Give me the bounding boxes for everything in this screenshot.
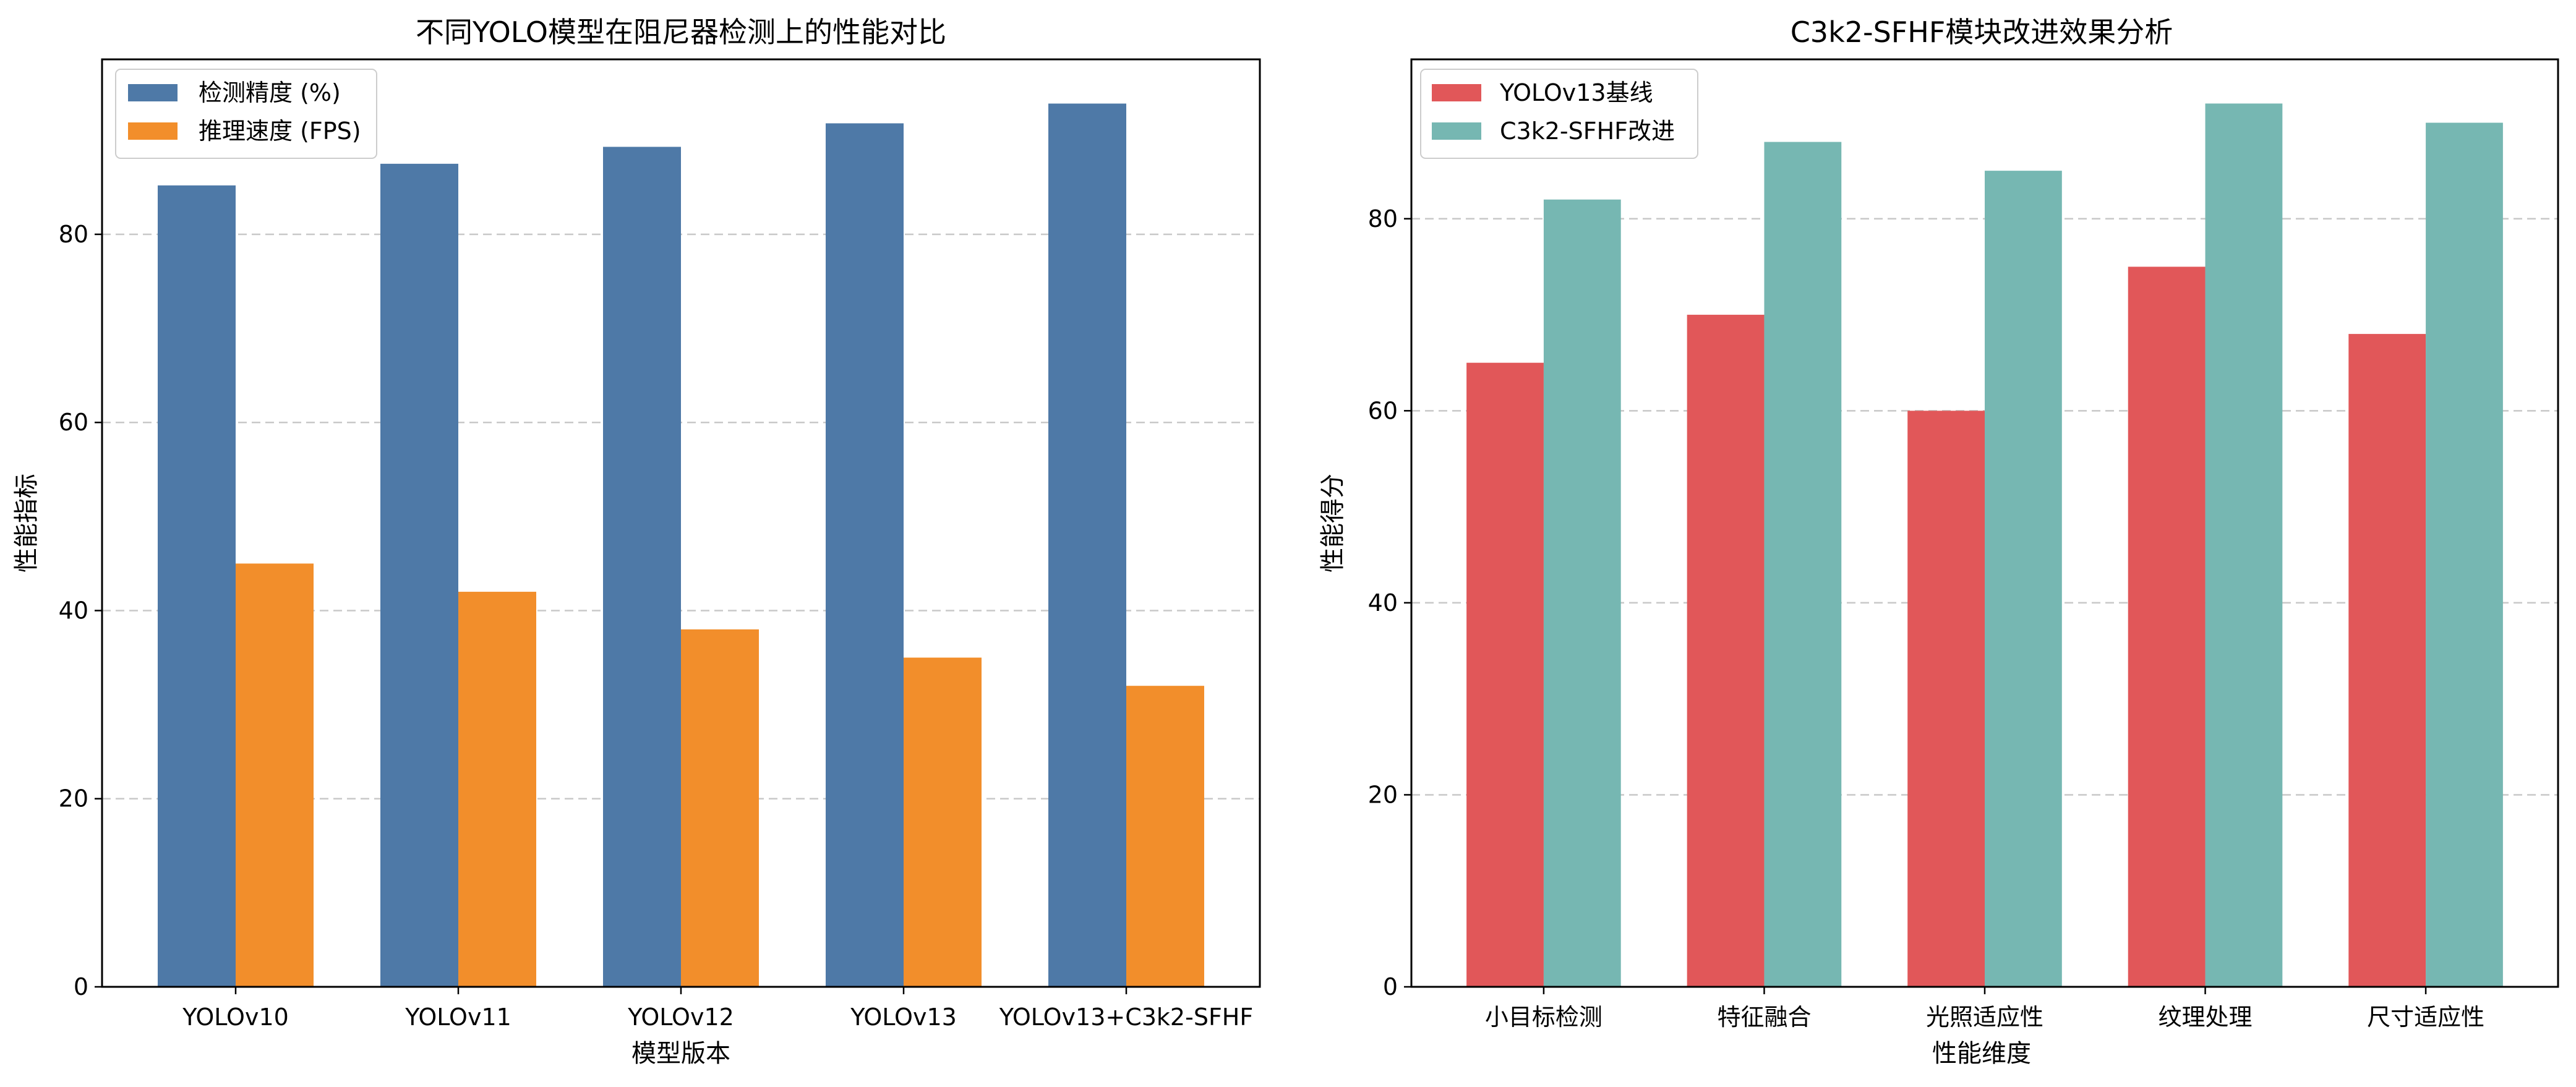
bar-series0-yolov13-c3k2-sfhf — [1048, 103, 1126, 987]
bar-series1-yolov13-c3k2-sfhf — [1126, 686, 1204, 987]
chart-module-improvement: C3k2-SFHF模块改进效果分析 0 20 40 60 80 小目标检测 特征融合 光照适应… — [1319, 15, 2559, 1068]
bar-series1-yolov13 — [904, 657, 982, 987]
x-tick-label-yolov13: YOLOv13 — [850, 1004, 957, 1031]
chart-detection-comparison: 不同YOLO模型在阻尼器检测上的性能对比 0 20 40 60 80 YOLOv10 YOL… — [12, 15, 1261, 1068]
bar-series0-yolov11 — [380, 163, 458, 987]
bar-series1-item-0 — [1543, 199, 1621, 987]
y-tick-label-60: 60 — [59, 409, 88, 436]
bar-series0-item-1 — [1687, 315, 1765, 987]
y-axis-label: 性能指标 — [12, 474, 41, 573]
y-tick-label-40: 40 — [59, 597, 88, 624]
bar-series1-item-1 — [1764, 142, 1842, 987]
x-tick-label-item-0: 小目标检测 — [1485, 1004, 1603, 1031]
legend-label-inference-speed: 推理速度 (FPS) — [199, 117, 361, 145]
x-tick-label-yolov11: YOLOv11 — [404, 1004, 511, 1031]
chart-title: C3k2-SFHF模块改进效果分析 — [1791, 15, 2173, 49]
x-tick-label-item-1: 特征融合 — [1717, 1004, 1811, 1031]
axis-ticks: 0 20 40 60 80 YOLOv10 YOLOv11 YOLOv12 YOLOv13 YOL… — [59, 221, 1254, 1031]
bar-series0-yolov13 — [826, 123, 904, 987]
bar-series0-item-0 — [1466, 362, 1544, 987]
legend-label-improved: C3k2-SFHF改进 — [1500, 117, 1675, 145]
bar-series1-item-3 — [2205, 103, 2283, 987]
y-tick-label-60: 60 — [1368, 397, 1398, 424]
legend-label-detection-accuracy: 检测精度 (%) — [199, 79, 341, 106]
bar-series1-yolov11 — [458, 592, 536, 987]
y-tick-label-40: 40 — [1368, 589, 1398, 616]
bar-series0-item-3 — [2128, 266, 2206, 987]
y-tick-label-0: 0 — [1383, 973, 1398, 1000]
bar-series1-item-2 — [1985, 171, 2062, 987]
y-tick-label-20: 20 — [59, 785, 88, 812]
bar-series0-yolov12 — [603, 147, 681, 987]
x-tick-label-yolov13-c3k2-sfhf: YOLOv13+C3k2-SFHF — [999, 1004, 1253, 1031]
x-tick-label-item-2: 光照适应性 — [1926, 1004, 2043, 1031]
legend-swatch-inference-speed — [128, 122, 178, 140]
legend-label-baseline: YOLOv13基线 — [1499, 79, 1653, 106]
bars — [1466, 103, 2503, 987]
axis-ticks: 0 20 40 60 80 小目标检测 特征融合 光照适应性 纹理处理 尺寸适应性 — [1368, 205, 2484, 1031]
y-tick-label-80: 80 — [1368, 205, 1398, 232]
legend-frame — [1420, 69, 1698, 159]
bars — [158, 103, 1204, 987]
legend-frame — [115, 69, 377, 159]
legend-swatch-detection-accuracy — [128, 84, 178, 101]
chart-title: 不同YOLO模型在阻尼器检测上的性能对比 — [416, 15, 946, 49]
x-tick-label-yolov10: YOLOv10 — [182, 1004, 289, 1031]
y-tick-label-80: 80 — [59, 221, 88, 248]
y-axis-label: 性能得分 — [1319, 474, 1347, 573]
bar-series0-item-2 — [1907, 411, 1985, 987]
legend-swatch-baseline — [1432, 84, 1481, 101]
x-axis-label: 性能维度 — [1932, 1039, 2031, 1068]
bar-series1-yolov12 — [681, 629, 759, 987]
x-tick-label-item-3: 纹理处理 — [2159, 1004, 2253, 1031]
bar-series1-item-4 — [2426, 122, 2503, 987]
bar-series1-yolov10 — [236, 563, 314, 987]
legend: 检测精度 (%) 推理速度 (FPS) — [115, 69, 377, 159]
bar-series0-item-4 — [2348, 334, 2426, 987]
legend: YOLOv13基线 C3k2-SFHF改进 — [1420, 69, 1698, 159]
x-tick-label-item-4: 尺寸适应性 — [2367, 1004, 2484, 1031]
y-tick-label-0: 0 — [74, 973, 88, 1000]
x-tick-label-yolov12: YOLOv12 — [627, 1004, 734, 1031]
bar-series0-yolov10 — [158, 185, 236, 987]
legend-swatch-improved — [1432, 122, 1481, 140]
y-tick-label-20: 20 — [1368, 781, 1398, 808]
x-axis-label: 模型版本 — [631, 1039, 730, 1068]
